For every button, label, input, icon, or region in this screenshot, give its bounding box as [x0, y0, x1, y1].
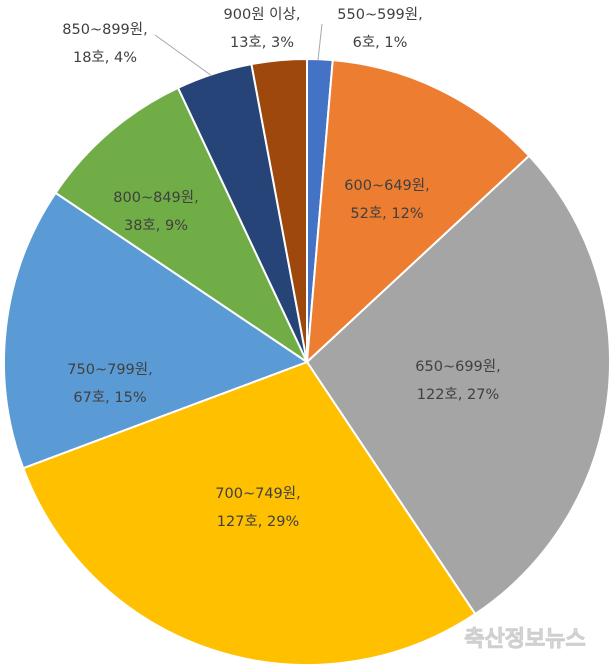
slice-category-label: 850~899원,: [62, 21, 147, 38]
pie-slice: [305, 59, 531, 365]
pie-slice: [3, 191, 310, 470]
slice-category-label: 900원 이상,: [224, 6, 301, 23]
pie-slice: [21, 360, 477, 666]
pie-slice: [250, 57, 308, 363]
slice-value-label: 67호, 15%: [73, 390, 146, 406]
pie-slice: [305, 154, 611, 616]
slice-category-label: 750~799원,: [67, 361, 152, 378]
watermark: 축산정보뉴스: [464, 627, 585, 652]
slice-value-label: 127호, 29%: [217, 514, 299, 530]
leader-line: [317, 23, 323, 61]
slice-category-label: 600~649원,: [344, 177, 429, 194]
slice-value-label: 122호, 27%: [417, 387, 499, 403]
slice-category-label: 550~599원,: [337, 6, 422, 23]
slice-value-label: 18호, 4%: [73, 50, 137, 66]
slice-value-label: 52호, 12%: [350, 206, 423, 222]
slice-value-label: 38호, 9%: [124, 218, 188, 234]
slice-category-label: 650~699원,: [415, 358, 500, 375]
slice-value-label: 6호, 1%: [353, 35, 408, 51]
slice-category-label: 700~749원,: [215, 485, 300, 502]
slice-value-label: 13호, 3%: [230, 35, 294, 51]
leader-line: [154, 34, 213, 77]
pie-slice: [54, 86, 310, 365]
slice-category-label: 800~849원,: [113, 189, 198, 206]
